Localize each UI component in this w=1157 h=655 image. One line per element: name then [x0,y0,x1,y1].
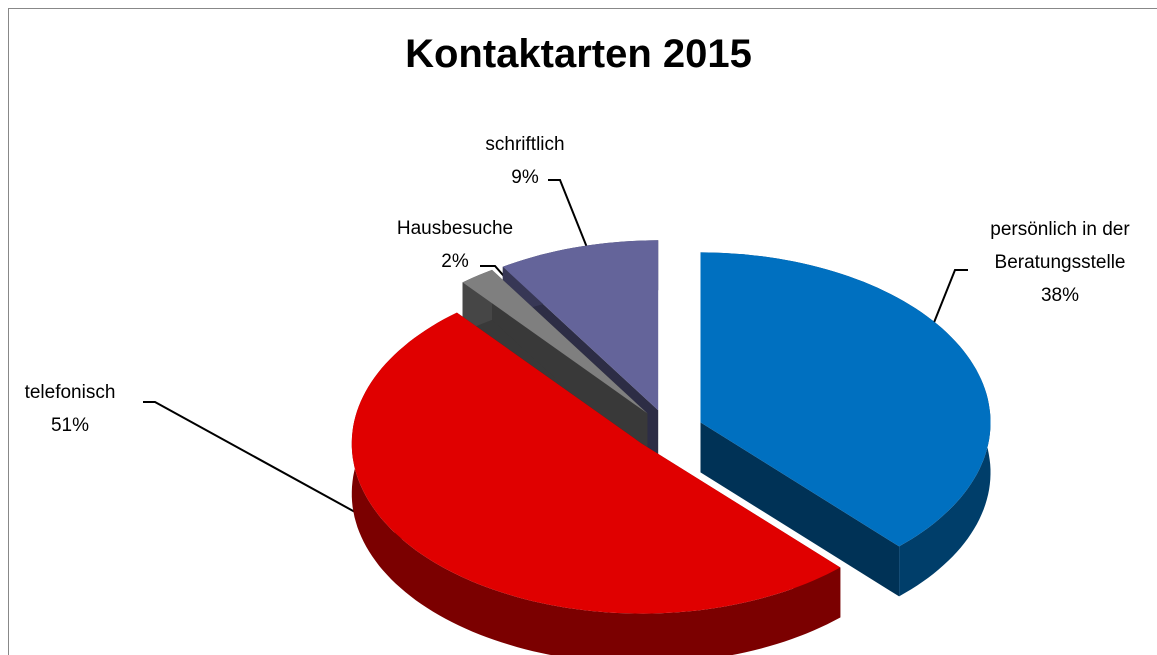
category-label: Hausbesuche [396,218,514,239]
category-label: schriftlich [485,134,565,155]
value-label: 51% [50,415,90,436]
category-label: telefonisch [24,382,116,403]
slice-side [700,422,900,597]
chart-title: Kontaktarten 2015 [405,32,752,76]
slice [502,240,659,411]
slice [462,269,648,414]
chart-border [8,8,1157,655]
slice-side [351,312,841,655]
slice-label: persönlich in der Beratungsstelle 38% [960,213,1157,312]
value-label: 9% [511,167,539,188]
leader-line [924,269,968,346]
slice-label: schriftlich 9% [450,128,600,194]
slice [700,252,991,547]
leader-line [143,401,416,546]
value-label: 38% [1040,285,1080,306]
slice-label: telefonisch 51% [0,376,140,442]
category-label: persönlich in der Beratungsstelle [990,219,1130,273]
pie [351,240,991,655]
slice-label: Hausbesuche 2% [370,212,540,278]
slice [351,312,841,614]
value-label: 2% [441,251,469,272]
